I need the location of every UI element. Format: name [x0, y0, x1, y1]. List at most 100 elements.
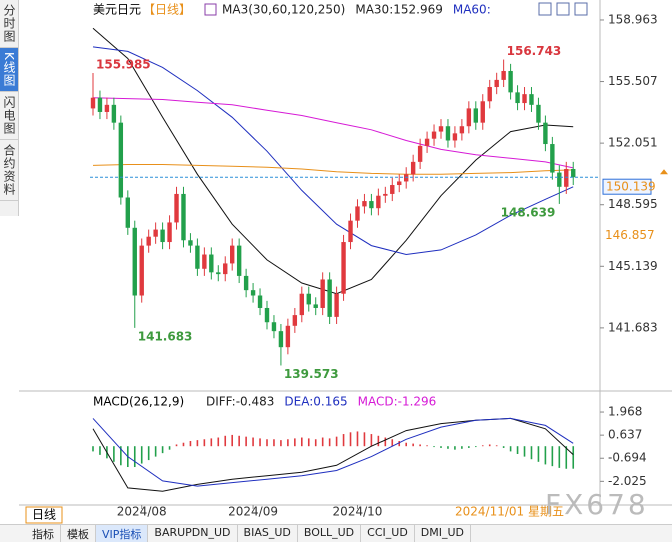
- legend-item: MA30:152.969: [355, 3, 443, 17]
- x-tick-label: 2024/08: [117, 505, 167, 519]
- candle-body: [410, 161, 416, 175]
- candle-body: [111, 104, 117, 123]
- candle-body: [181, 193, 186, 241]
- y-tick-label: 0.637: [608, 428, 642, 442]
- candle-body: [306, 293, 311, 305]
- macd-line: [92, 417, 574, 492]
- ma-line: [92, 164, 574, 175]
- candle-body: [285, 325, 291, 348]
- footer-tab[interactable]: CCI_UD: [361, 525, 415, 542]
- candle-body: [341, 242, 346, 294]
- period-label[interactable]: 日线: [32, 508, 56, 522]
- y-tick-label: 158.963: [608, 12, 658, 26]
- candle-body: [571, 168, 576, 178]
- candle-body: [320, 279, 325, 308]
- y-tick-label: 148.595: [608, 197, 658, 211]
- side-tab[interactable]: 闪电图: [0, 92, 18, 140]
- candle-body: [202, 254, 207, 269]
- y-tick-label: -0.694: [608, 451, 647, 465]
- candle-body: [139, 245, 144, 296]
- sidebar: 分时图 K线图 闪电图 合约资料: [0, 0, 19, 216]
- indicator-title: MACD(26,12,9): [93, 395, 184, 409]
- candle-body: [167, 222, 172, 243]
- extreme-label: 156.743: [507, 44, 562, 58]
- candle-body: [501, 70, 506, 80]
- candle-body: [529, 94, 534, 105]
- extreme-label: 141.683: [138, 329, 193, 343]
- icon[interactable]: [204, 3, 217, 16]
- candle-body: [125, 197, 130, 228]
- extreme-label: 139.573: [284, 367, 339, 381]
- candle-body: [431, 131, 437, 139]
- candle-body: [90, 97, 96, 109]
- candle-body: [264, 307, 270, 323]
- legend-item: MACD:-1.296: [358, 395, 437, 409]
- candle-body: [515, 92, 520, 104]
- price-tag: 146.857: [605, 228, 655, 242]
- candle-body: [250, 290, 256, 296]
- icon[interactable]: [574, 2, 588, 16]
- candle-body: [397, 181, 402, 186]
- candle-body: [355, 206, 360, 221]
- candle-body: [195, 245, 200, 269]
- x-tick-label: 2024/09: [228, 505, 278, 519]
- icon[interactable]: [538, 2, 552, 16]
- candle-body: [209, 254, 214, 273]
- candle-body: [508, 70, 513, 93]
- macd-line: [92, 417, 574, 487]
- candle-body: [243, 275, 249, 291]
- extreme-label: 148.639: [501, 205, 556, 219]
- candle-body: [445, 126, 451, 141]
- candle-body: [223, 263, 228, 275]
- candle-body: [424, 138, 430, 146]
- candle-body: [459, 126, 465, 134]
- candle-body: [564, 168, 569, 187]
- y-tick-label: -2.025: [608, 474, 647, 488]
- chart: 美元日元 【日线】 MACD(26,12,9) 日线 2024/11/01 星期…: [19, 0, 672, 524]
- candle-body: [146, 236, 151, 246]
- macd-plot: [92, 417, 575, 492]
- candle-body: [160, 229, 165, 243]
- side-tab[interactable]: K线图: [0, 48, 18, 92]
- footer-tabs: 指标 模板 VIP指标 BARUPDN_UD BIAS_UD BOLL_UD CCI_UD D…: [0, 524, 672, 542]
- candle-body: [480, 101, 485, 123]
- candle-body: [438, 126, 444, 132]
- side-tab[interactable]: 分时图: [0, 0, 18, 48]
- candle-body: [188, 240, 193, 246]
- candle-body: [132, 227, 137, 296]
- legend-item: DEA:0.165: [284, 395, 347, 409]
- footer-tab[interactable]: VIP指标: [96, 525, 149, 542]
- side-tab[interactable]: 合约资料: [0, 140, 18, 201]
- footer-tab[interactable]: 模板: [61, 525, 96, 542]
- y-tick-label: 1.968: [608, 405, 642, 419]
- legend-item: MA3(30,60,120,250): [222, 3, 345, 17]
- current-price-label: 150.139: [606, 180, 656, 194]
- candle-body: [299, 293, 304, 316]
- price-arrow: [660, 169, 668, 175]
- current-price-box: [602, 178, 652, 195]
- footer-tab[interactable]: 指标: [26, 525, 61, 542]
- footer-tab[interactable]: BOLL_UD: [298, 525, 362, 542]
- cursor-date: 2024/11/01 星期五: [455, 505, 564, 519]
- candle-body: [313, 304, 318, 308]
- candle-body: [230, 245, 235, 264]
- candle-body: [216, 272, 221, 275]
- candle-body: [334, 293, 339, 317]
- ma-line: [92, 46, 574, 256]
- footer-tab[interactable]: BARUPDN_UD: [148, 525, 238, 542]
- candle-body: [494, 79, 499, 88]
- candle-body: [557, 172, 562, 187]
- candle-body: [327, 279, 332, 317]
- footer-tab[interactable]: DMI_UD: [415, 525, 472, 542]
- footer-tab[interactable]: BIAS_UD: [238, 525, 298, 542]
- candle-body: [278, 331, 284, 348]
- candle-body: [466, 108, 472, 127]
- watermark: FX678: [545, 488, 649, 521]
- icon[interactable]: [556, 2, 570, 16]
- ma-line: [92, 97, 574, 169]
- legend-item: MA60:: [453, 3, 491, 17]
- period-box[interactable]: [25, 506, 63, 524]
- candle-body: [522, 94, 527, 104]
- candle-body: [292, 315, 298, 326]
- candle-body: [174, 193, 179, 223]
